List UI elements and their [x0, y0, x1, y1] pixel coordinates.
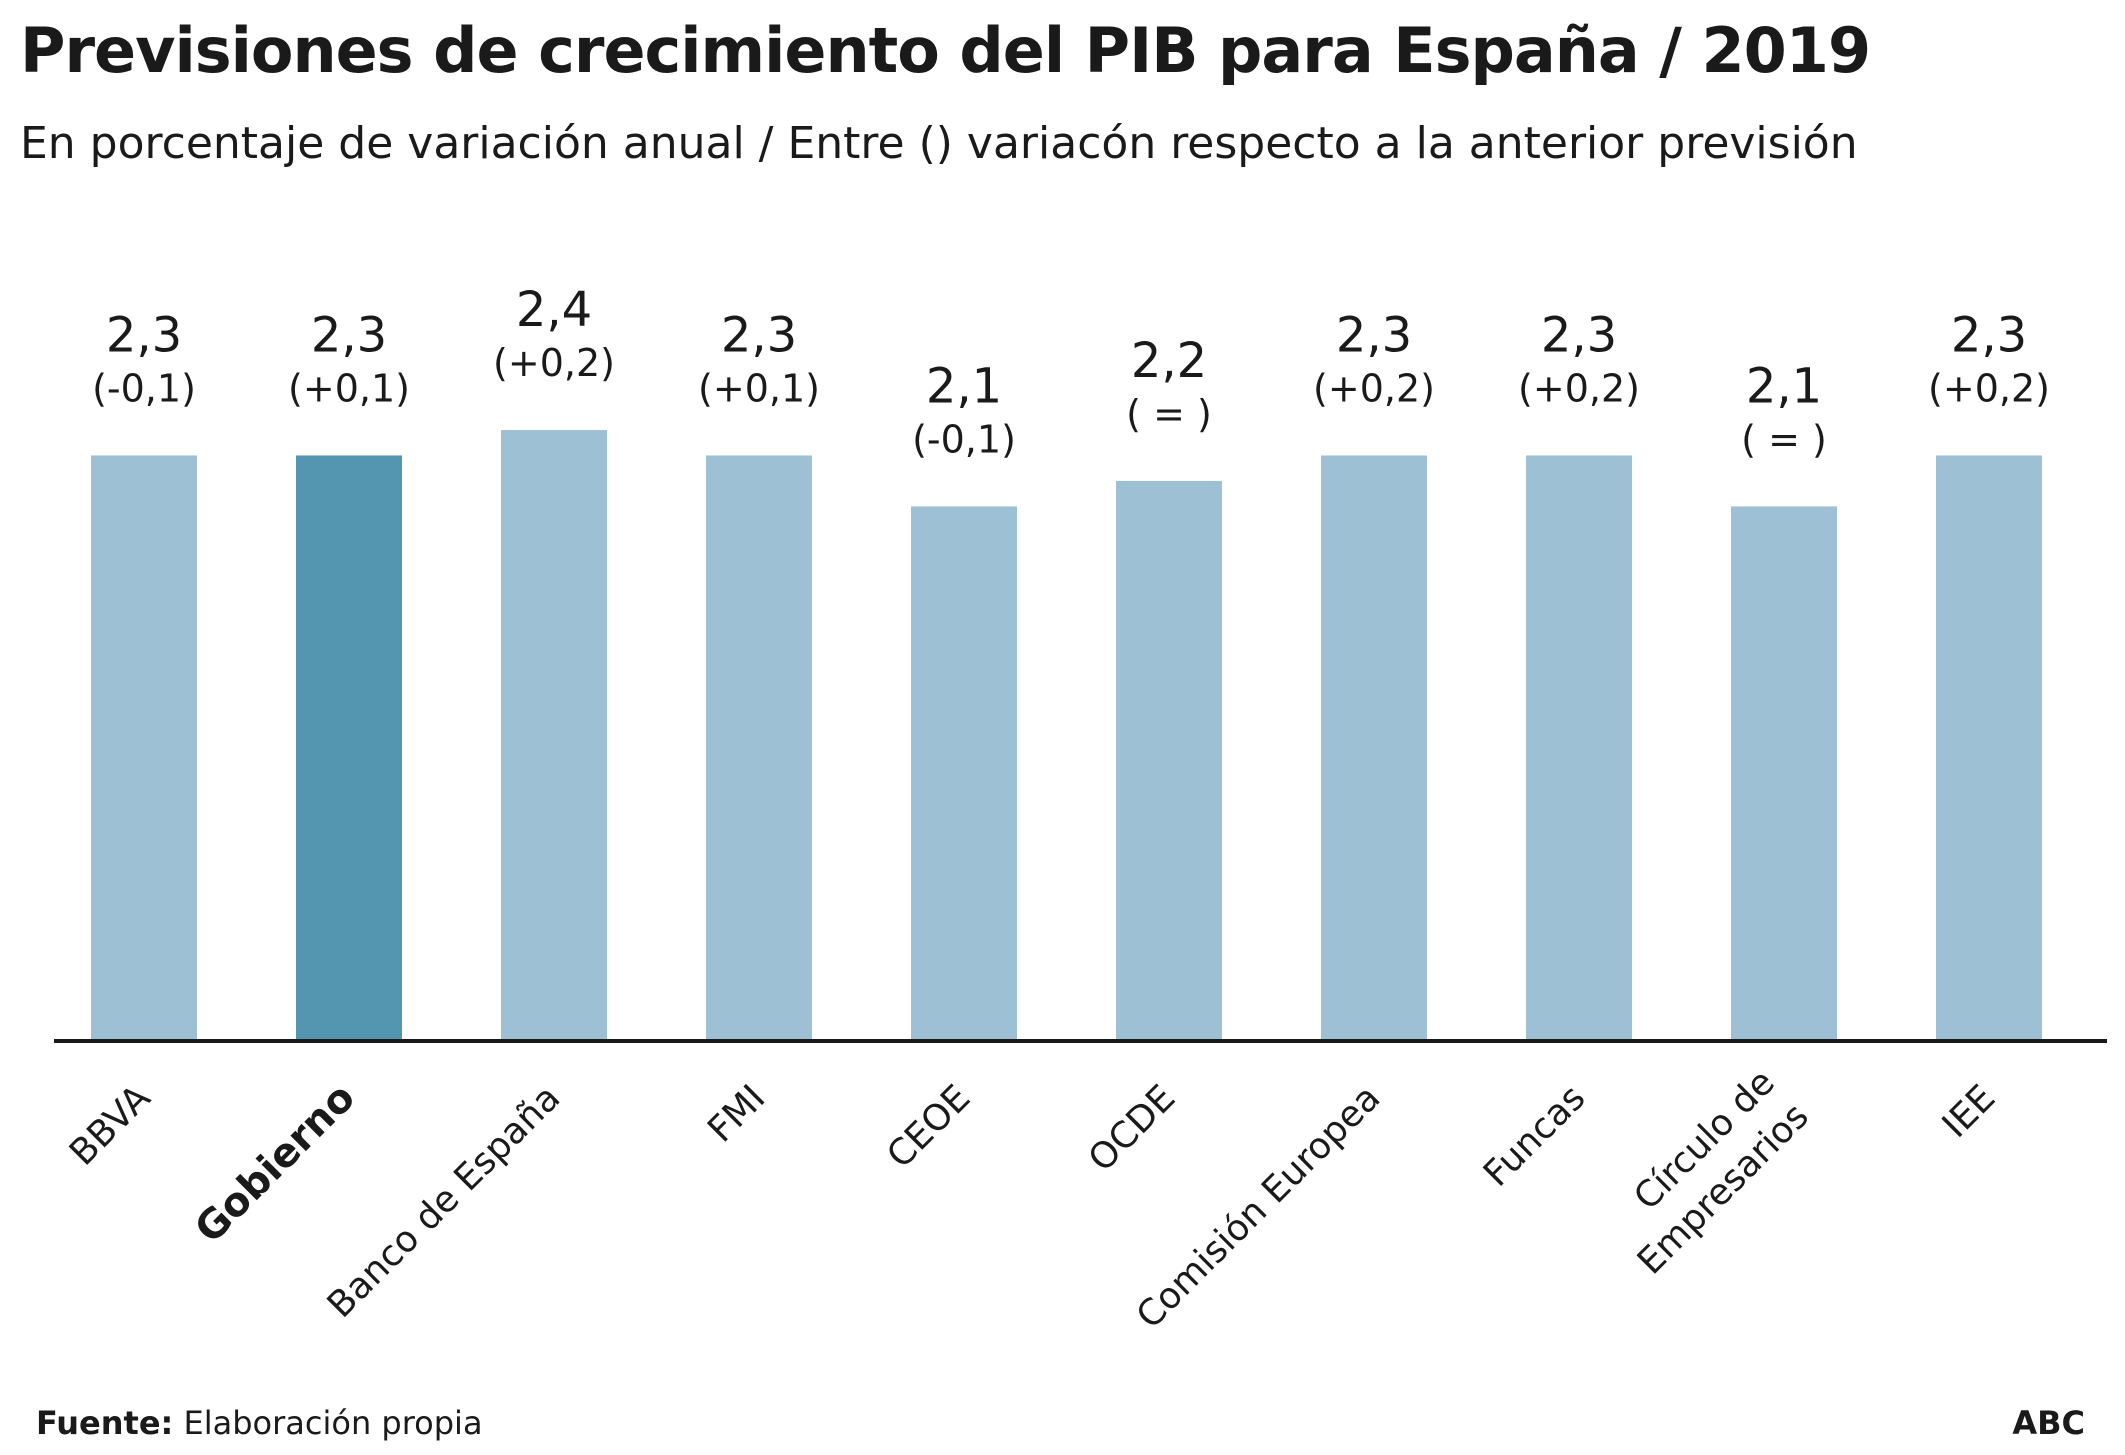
category-label: Banco de España [320, 1077, 569, 1326]
category-label: Círculo deEmpresarios [1596, 1062, 1817, 1283]
category-label-line: OCDE [1081, 1077, 1183, 1179]
source-label: Fuente: [36, 1404, 174, 1442]
category-label: Funcas [1476, 1077, 1593, 1194]
value-label: 2,3 [721, 307, 797, 363]
change-label: (+0,2) [493, 341, 615, 385]
change-label: ( = ) [1741, 417, 1827, 461]
value-label: 2,3 [311, 307, 387, 363]
value-label: 2,2 [1131, 333, 1207, 389]
bar [91, 455, 197, 1041]
change-label: (+0,2) [1928, 366, 2050, 410]
value-labels-group: 2,3(-0,1)2,3(+0,1)2,4(+0,2) 2,3(+0,1) 2,1(… [92, 282, 2050, 461]
chart-title: Previsiones de crecimiento del PIB para … [20, 14, 1871, 87]
bar [1116, 480, 1222, 1042]
change-label: (-0,1) [92, 366, 196, 410]
change-label: ( = ) [1126, 392, 1212, 436]
category-label-line: BBVA [62, 1077, 159, 1174]
category-label-line: Banco de España [320, 1077, 569, 1326]
change-label: (+0,2) [1313, 366, 1435, 410]
bar [1321, 455, 1427, 1041]
bar [1526, 455, 1632, 1041]
change-label: (+0,1) [698, 366, 820, 410]
bar-chart: 2,3(-0,1)2,3(+0,1)2,4(+0,2) 2,3(+0,1) 2,1(… [54, 282, 2107, 1337]
chart-subtitle: En porcentaje de variación anual / Entre… [20, 118, 1858, 169]
category-label-line: Gobierno [186, 1075, 364, 1253]
category-label-line: FMI [700, 1077, 773, 1150]
category-label: CEOE [879, 1077, 978, 1176]
category-label: OCDE [1081, 1077, 1183, 1179]
bar [1731, 506, 1837, 1041]
category-label-line: CEOE [879, 1077, 978, 1176]
change-label: (-0,1) [912, 417, 1016, 461]
bar [296, 455, 402, 1041]
bar [1936, 455, 2042, 1041]
value-label: 2,3 [1951, 307, 2027, 363]
value-label: 2,3 [1336, 307, 1412, 363]
bar [706, 455, 812, 1041]
category-label: Gobierno [186, 1075, 364, 1253]
change-label: (+0,1) [288, 366, 410, 410]
category-label-line: IEE [1935, 1077, 2004, 1146]
value-label: 2,1 [1746, 358, 1822, 414]
bars-group [91, 430, 2042, 1042]
change-label: (+0,2) [1518, 366, 1640, 410]
source-text: Elaboración propia [173, 1404, 483, 1442]
category-label: BBVA [62, 1077, 159, 1174]
category-label-line: Funcas [1476, 1077, 1593, 1194]
category-label: IEE [1935, 1077, 2004, 1146]
bar [911, 506, 1017, 1041]
category-label: FMI [700, 1077, 773, 1150]
value-label: 2,1 [926, 358, 1002, 414]
value-label: 2,4 [516, 282, 592, 338]
brand-logo-text: ABC [2012, 1404, 2085, 1442]
bar [501, 430, 607, 1041]
value-label: 2,3 [106, 307, 182, 363]
value-label: 2,3 [1541, 307, 1617, 363]
source-note: Fuente: Elaboración propia [36, 1404, 483, 1442]
